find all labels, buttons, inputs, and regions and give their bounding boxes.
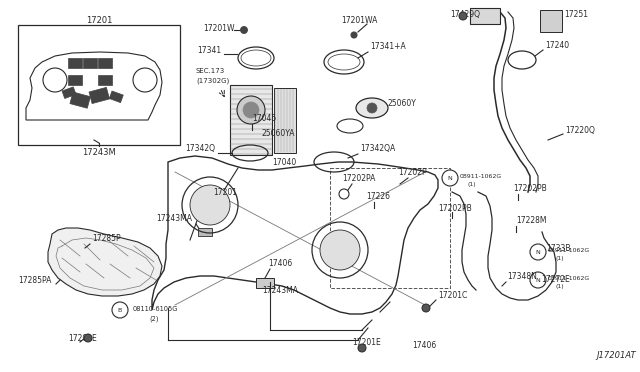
Circle shape	[84, 334, 92, 342]
Text: 17341: 17341	[197, 46, 221, 55]
Circle shape	[241, 26, 248, 33]
Text: 17202PA: 17202PA	[342, 174, 376, 183]
Bar	[330, 168, 450, 288]
Text: 08911-1062G: 08911-1062G	[548, 276, 590, 281]
Bar	[68, 75, 82, 85]
Bar	[68, 58, 82, 68]
Text: 17240: 17240	[545, 41, 569, 50]
Text: 17285PA: 17285PA	[18, 276, 51, 285]
Text: 17201W: 17201W	[203, 24, 234, 33]
Circle shape	[530, 272, 546, 288]
Text: N: N	[536, 250, 540, 254]
Circle shape	[112, 302, 128, 318]
Text: 17202PB: 17202PB	[438, 204, 472, 213]
Text: 17342QA: 17342QA	[360, 144, 396, 153]
Text: (17302G): (17302G)	[196, 78, 229, 84]
Text: 08911-1062G: 08911-1062G	[548, 248, 590, 253]
Text: 08110-6105G: 08110-6105G	[133, 306, 179, 312]
Text: 17348N: 17348N	[507, 272, 537, 281]
Bar	[70, 92, 90, 108]
Text: 17201: 17201	[213, 188, 237, 197]
Text: N: N	[536, 278, 540, 282]
Text: 17228M: 17228M	[516, 216, 547, 225]
Bar	[98, 58, 112, 68]
Ellipse shape	[356, 98, 388, 118]
Text: 17243MA: 17243MA	[156, 214, 192, 223]
Circle shape	[351, 32, 357, 38]
Circle shape	[190, 185, 230, 225]
Text: 25060Y: 25060Y	[388, 99, 417, 108]
Text: 17201WA: 17201WA	[341, 16, 378, 25]
Bar	[83, 58, 97, 68]
Text: 17272E: 17272E	[541, 275, 570, 284]
Circle shape	[422, 304, 430, 312]
Circle shape	[442, 170, 458, 186]
Circle shape	[530, 244, 546, 260]
Text: 17202PB: 17202PB	[513, 184, 547, 193]
Text: 17406: 17406	[412, 341, 436, 350]
Text: 17201E: 17201E	[68, 334, 97, 343]
Text: 17201E: 17201E	[352, 338, 381, 347]
Bar	[470, 8, 500, 24]
Text: 08911-1062G: 08911-1062G	[460, 174, 502, 179]
Text: (2): (2)	[149, 316, 159, 323]
Text: 17226: 17226	[366, 192, 390, 201]
Text: 17341+A: 17341+A	[370, 42, 406, 51]
Bar	[230, 85, 272, 155]
Text: 17201: 17201	[86, 16, 112, 25]
Text: 17045: 17045	[252, 114, 276, 123]
Circle shape	[237, 96, 265, 124]
Text: B: B	[118, 308, 122, 312]
Bar	[98, 75, 112, 85]
Text: 17342Q: 17342Q	[185, 144, 215, 153]
Bar	[89, 87, 109, 103]
Polygon shape	[48, 228, 162, 296]
Bar	[18, 25, 180, 145]
Circle shape	[367, 103, 377, 113]
Circle shape	[320, 230, 360, 270]
Text: J17201AT: J17201AT	[596, 351, 636, 360]
Text: 17285P: 17285P	[92, 234, 120, 243]
Text: 17251: 17251	[564, 10, 588, 19]
Bar	[198, 228, 212, 236]
Text: SEC.173: SEC.173	[196, 68, 225, 74]
Bar	[109, 91, 124, 103]
Circle shape	[459, 12, 467, 20]
Text: (1): (1)	[467, 182, 476, 187]
Polygon shape	[152, 156, 438, 314]
Text: 1733B: 1733B	[546, 244, 570, 253]
Text: 17406: 17406	[268, 259, 292, 268]
Bar	[256, 278, 274, 288]
Bar	[274, 88, 296, 153]
Polygon shape	[26, 52, 162, 120]
Text: 17243M: 17243M	[82, 148, 116, 157]
Bar	[62, 87, 76, 99]
Text: 17220Q: 17220Q	[565, 126, 595, 135]
Text: 25060YA: 25060YA	[262, 129, 296, 138]
Text: 17243MA: 17243MA	[262, 286, 298, 295]
Text: 17040: 17040	[272, 158, 296, 167]
Circle shape	[243, 102, 259, 118]
Text: 17201C: 17201C	[438, 291, 467, 300]
Text: 17202P: 17202P	[398, 168, 427, 177]
Text: 17429Q: 17429Q	[450, 10, 480, 19]
Bar	[540, 10, 562, 32]
Text: N: N	[447, 176, 452, 180]
Text: (1): (1)	[555, 256, 564, 261]
Text: (1): (1)	[555, 284, 564, 289]
Circle shape	[358, 344, 366, 352]
